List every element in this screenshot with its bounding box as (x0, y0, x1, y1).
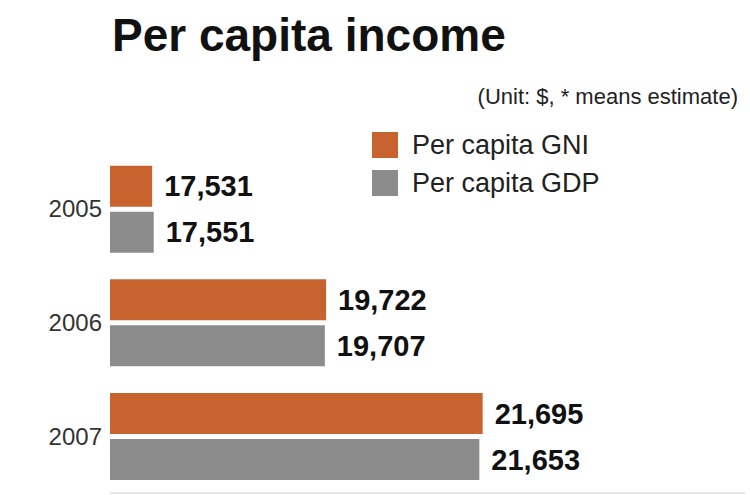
svg-text:19,722: 19,722 (338, 284, 427, 316)
html-text:Per capita GNI: Per capita GNI (412, 129, 590, 160)
svg-text:17,531: 17,531 (164, 170, 253, 202)
html-text:(Unit: $, * means estimate): (Unit: $, * means estimate) (477, 84, 738, 109)
svg-text:2005: 2005 (49, 195, 102, 222)
svg-text:2006: 2006 (49, 309, 102, 336)
svg-text:19,707: 19,707 (337, 330, 426, 362)
svg-text:21,695: 21,695 (495, 398, 584, 430)
svg-text:21,653: 21,653 (491, 444, 580, 476)
html-text:Per capita GDP: Per capita GDP (412, 167, 600, 198)
svg-text:2007: 2007 (49, 423, 102, 450)
html-text:Per capita income: Per capita income (112, 9, 506, 61)
svg-text:17,551: 17,551 (166, 216, 255, 248)
